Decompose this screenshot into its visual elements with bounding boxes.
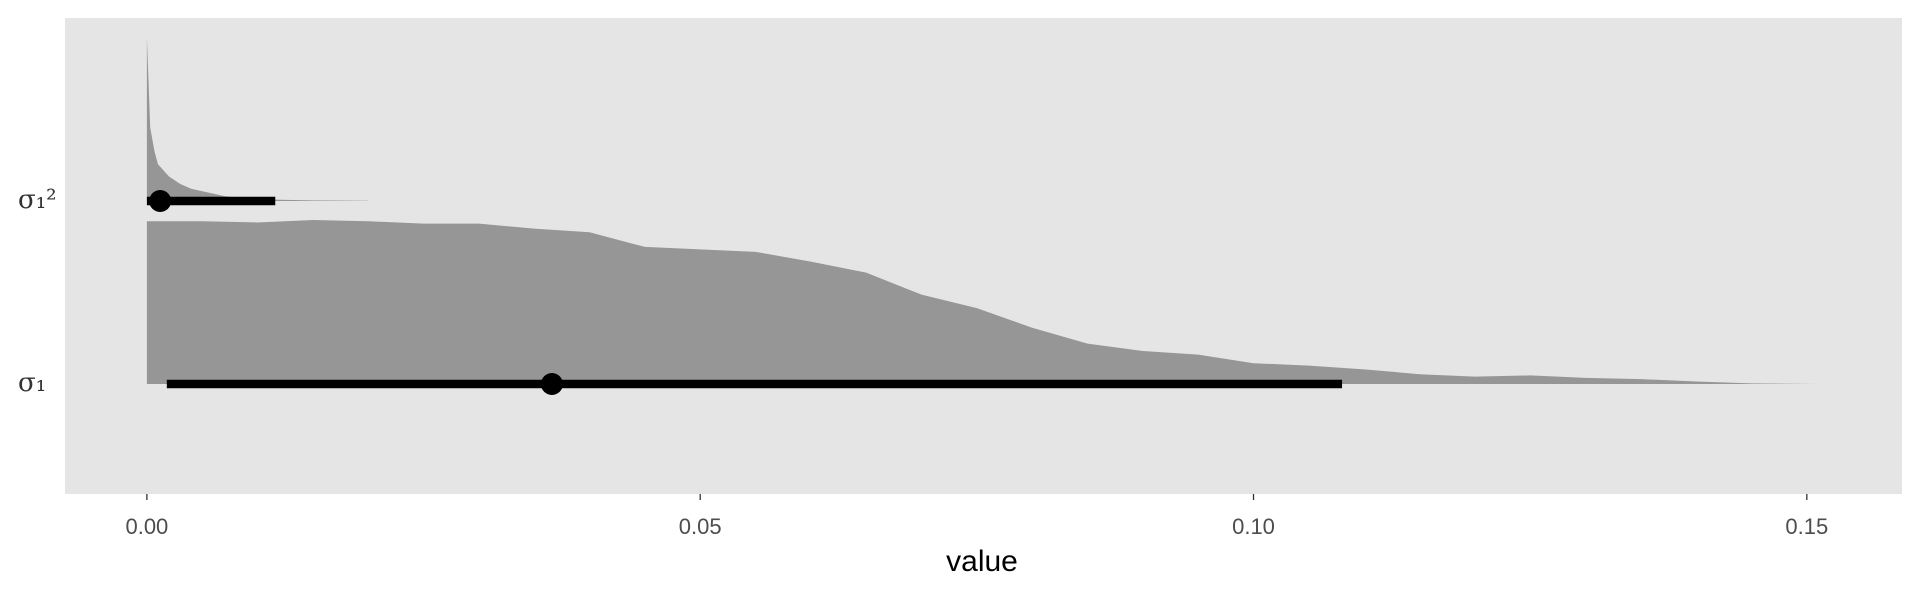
x-tick-label: 0.10 <box>1232 514 1275 539</box>
x-tick-label: 0.15 <box>1785 514 1828 539</box>
y-tick-label: σ₁ <box>18 368 46 398</box>
x-axis-title: value <box>946 545 1018 578</box>
density-area <box>146 37 369 201</box>
x-tick-label: 0.05 <box>679 514 722 539</box>
point <box>149 190 172 212</box>
y-tick-label: σ₁² <box>18 185 57 215</box>
x-tick-label: 0.00 <box>125 514 168 539</box>
density-area <box>146 220 1818 384</box>
point <box>540 373 563 395</box>
